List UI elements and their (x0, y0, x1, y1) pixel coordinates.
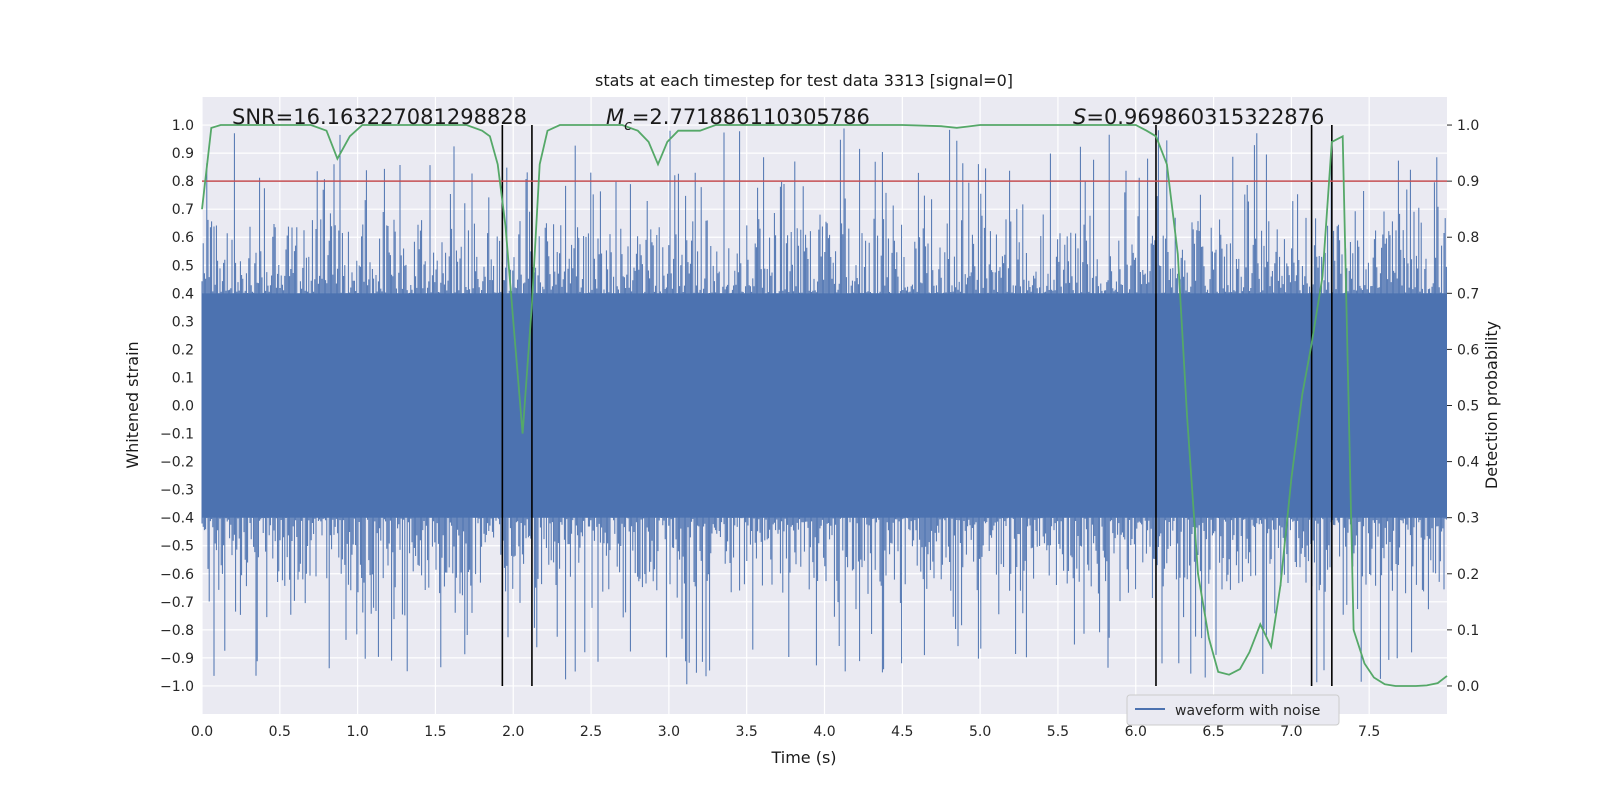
y2-tick-label: 0.3 (1457, 511, 1479, 527)
y-tick-label: 0.8 (172, 174, 194, 190)
x-tick-label: 2.0 (502, 724, 524, 740)
x-axis-label: Time (s) (770, 748, 836, 767)
s-symbol: S (1073, 105, 1086, 129)
y-tick-label: −0.2 (160, 455, 194, 471)
x-tick-label: 0.0 (191, 724, 213, 740)
y-tick-label: 0.2 (172, 342, 194, 358)
y-tick-label: 0.9 (172, 146, 194, 162)
y2-tick-label: 0.7 (1457, 286, 1479, 302)
y-tick-label: −0.5 (160, 539, 194, 555)
y2-tick-label: 0.9 (1457, 174, 1479, 190)
waveform-spikes (201, 128, 1447, 685)
y-tick-label: 0.5 (172, 258, 194, 274)
x-tick-label: 1.0 (346, 724, 368, 740)
probability-line (201, 124, 1448, 687)
y-tick-label: 0.7 (172, 202, 194, 218)
x-tick-label: 2.5 (580, 724, 602, 740)
y-tick-label: 0.6 (172, 230, 194, 246)
y-tick-labels: 1.0 0.9 0.8 0.7 0.6 0.5 0.4 0.3 0.2 0.1 0.0 −0.1 −0.… (160, 118, 194, 695)
x-tick-label: 3.0 (658, 724, 680, 740)
y-axis-label: Whitened strain (123, 341, 142, 468)
y-tick-label: −0.9 (160, 651, 194, 667)
probability-series (201, 124, 1448, 687)
y2-tick-label: 0.1 (1457, 623, 1479, 639)
y-tick-label: 0.3 (172, 314, 194, 330)
y2-tick-label: 0.2 (1457, 567, 1479, 583)
y-tick-label: −0.1 (160, 427, 194, 443)
y2-tick-label: 1.0 (1457, 118, 1479, 134)
x-tick-label: 7.0 (1280, 724, 1302, 740)
x-tick-label: 0.5 (269, 724, 291, 740)
y-tick-label: −0.4 (160, 511, 194, 527)
x-tick-label: 6.0 (1125, 724, 1147, 740)
y-tick-label: −0.6 (160, 567, 194, 583)
x-tick-label: 4.5 (891, 724, 913, 740)
legend-label-waveform: waveform with noise (1175, 703, 1320, 719)
y-tick-label: −0.8 (160, 623, 194, 639)
x-tick-label: 5.5 (1047, 724, 1069, 740)
s-value: =0.969860315322876 (1086, 105, 1324, 129)
y2-tick-label: 0.4 (1457, 455, 1479, 471)
x-tick-labels: 0.0 0.5 1.0 1.5 2.0 2.5 3.0 3.5 4.0 4.5 5.0 5.5 6.0 6… (191, 724, 1380, 740)
chart-title: stats at each timestep for test data 331… (595, 71, 1013, 90)
legend: waveform with noise (1126, 694, 1340, 726)
y-tick-label: −0.3 (160, 483, 194, 499)
x-tick-label: 4.0 (813, 724, 835, 740)
x-tick-label: 1.5 (424, 724, 446, 740)
x-tick-label: 6.5 (1202, 724, 1224, 740)
y2-tick-label: 0.0 (1457, 679, 1479, 695)
y-tick-label: 0.0 (172, 399, 194, 415)
x-tick-label: 7.5 (1358, 724, 1380, 740)
mc-symbol: M (606, 105, 624, 129)
y-tick-label: 0.1 (172, 370, 194, 386)
s-annotation: S=0.969860315322876 (1073, 105, 1324, 129)
vertical-markers (501, 125, 1333, 686)
x-tick-label: 5.0 (969, 724, 991, 740)
chirp-mass-annotation: Mc=2.771886110305786 (606, 105, 870, 134)
y2-axis-label: Detection probability (1482, 321, 1501, 489)
x-tick-label: 3.5 (736, 724, 758, 740)
mc-subscript: c (624, 118, 632, 134)
mc-value: =2.771886110305786 (632, 105, 870, 129)
snr-annotation: SNR=16.163227081298828 (232, 105, 527, 129)
y-tick-label: −0.7 (160, 595, 194, 611)
y-tick-label: 1.0 (172, 118, 194, 134)
y2-tick-labels: 1.0 0.9 0.8 0.7 0.6 0.5 0.4 0.3 0.2 0.1 0.0 (1447, 118, 1479, 695)
y2-tick-label: 0.5 (1457, 399, 1479, 415)
y2-tick-label: 0.8 (1457, 230, 1479, 246)
legend-box (1126, 694, 1340, 726)
y2-tick-label: 0.6 (1457, 342, 1479, 358)
waveform-series (201, 128, 1447, 685)
y-tick-label: −1.0 (160, 679, 194, 695)
y-tick-label: 0.4 (172, 286, 194, 302)
